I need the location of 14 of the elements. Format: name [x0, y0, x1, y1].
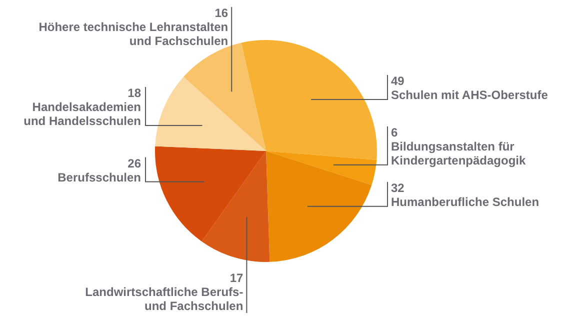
slice-label: Bildungsanstalten für Kindergartenpädagogik — [391, 139, 526, 168]
data-label: 6 — [391, 125, 398, 140]
slice-label: Landwirtschaftliche Berufs- und Fachschulen — [85, 285, 244, 313]
slice-label: Berufsschulen — [58, 170, 141, 184]
data-label: 16 — [214, 6, 228, 20]
data-label: 26 — [128, 156, 142, 170]
data-label: 49 — [391, 74, 405, 88]
slice-label: Schulen mit AHS-Oberstufe — [391, 88, 548, 102]
slice-label: Humanberufliche Schulen — [391, 194, 540, 209]
slice-label: Handelsakademien und Handelsschulen — [24, 100, 141, 128]
data-label: 18 — [128, 86, 142, 100]
data-label: 32 — [391, 180, 405, 195]
slice-label: Höhere technische Lehranstalten und Fachschulen — [38, 20, 228, 48]
data-label: 17 — [230, 271, 244, 285]
